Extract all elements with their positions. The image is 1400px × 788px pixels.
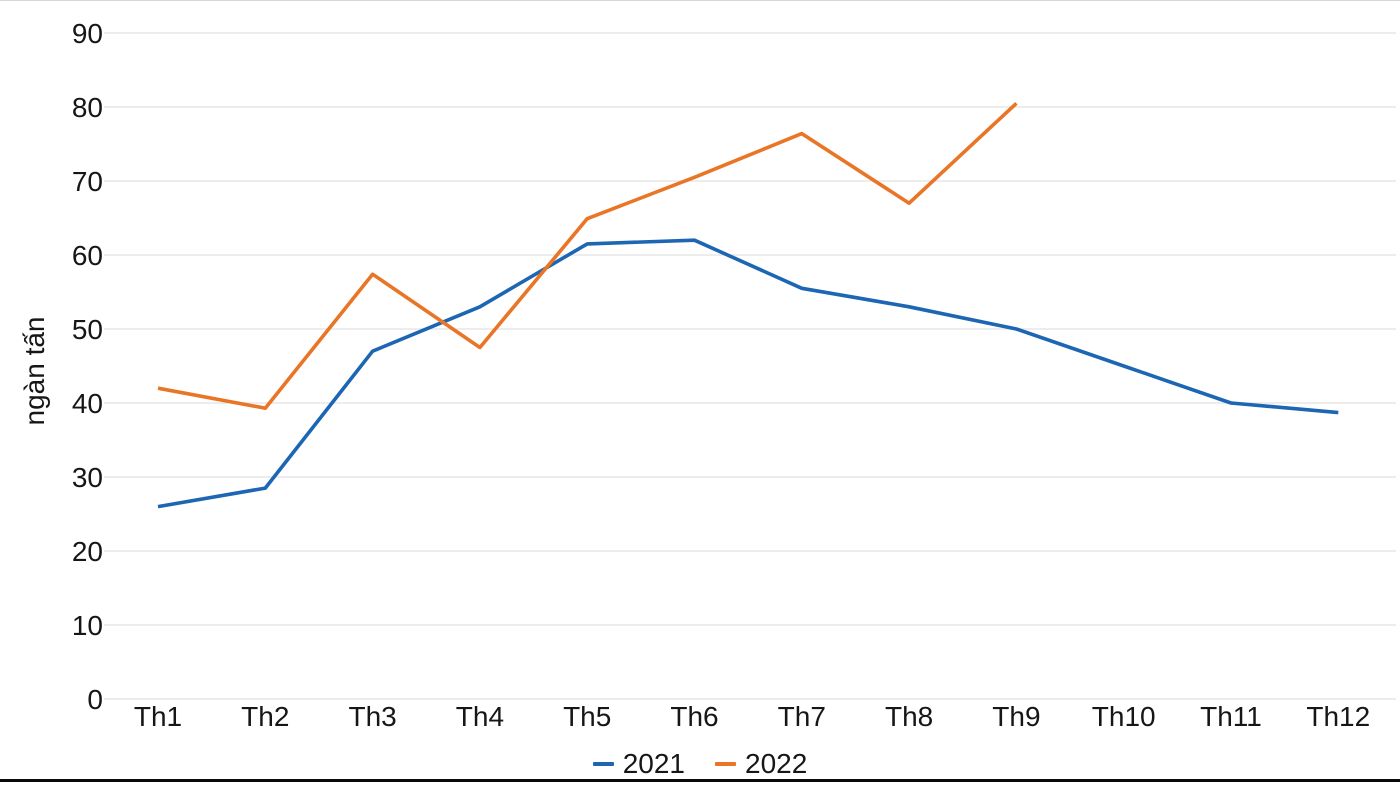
legend-label-2021: 2021 xyxy=(622,748,685,779)
x-tick-Th5: Th5 xyxy=(563,701,611,732)
y-tick-30: 30 xyxy=(72,462,103,493)
chart-legend: 2021 2022 xyxy=(0,747,1400,781)
gridlines xyxy=(104,32,1396,700)
y-tick-10: 10 xyxy=(72,610,103,641)
x-axis-tick-labels: Th1 Th2 Th3 Th4 Th5 Th6 Th7 Th8 Th9 Th10 Th11 Th12 xyxy=(134,701,1370,732)
legend-swatch-2021 xyxy=(592,762,614,766)
x-tick-Th4: Th4 xyxy=(456,701,504,732)
x-tick-Th6: Th6 xyxy=(670,701,718,732)
legend-label-2022: 2022 xyxy=(745,748,808,779)
x-tick-Th11: Th11 xyxy=(1200,701,1262,732)
y-tick-70: 70 xyxy=(72,166,103,197)
y-tick-80: 80 xyxy=(72,92,103,123)
y-tick-20: 20 xyxy=(72,536,103,567)
y-tick-50: 50 xyxy=(72,314,103,345)
y-tick-60: 60 xyxy=(72,240,103,271)
x-tick-Th10: Th10 xyxy=(1092,701,1156,732)
y-axis-tick-labels: 0 10 20 30 40 50 60 70 80 90 xyxy=(72,18,103,715)
x-tick-Th12: Th12 xyxy=(1306,701,1370,732)
x-tick-Th7: Th7 xyxy=(778,701,826,732)
data-series-lines xyxy=(157,101,1339,509)
x-tick-Th8: Th8 xyxy=(885,701,933,732)
series-line-2022 xyxy=(157,101,1018,411)
legend-swatch-2022 xyxy=(715,762,736,766)
legend-item-2021: 2021 xyxy=(592,748,685,779)
y-tick-0: 0 xyxy=(87,684,103,715)
bottom-horizontal-rule xyxy=(0,779,1400,782)
series-line-2021 xyxy=(157,238,1339,509)
x-tick-Th1: Th1 xyxy=(134,701,182,732)
y-tick-90: 90 xyxy=(72,18,103,49)
x-tick-Th3: Th3 xyxy=(348,701,396,732)
x-tick-Th9: Th9 xyxy=(992,701,1040,732)
y-tick-40: 40 xyxy=(72,388,103,419)
x-tick-Th2: Th2 xyxy=(241,701,289,732)
y-axis-title: ngàn tấn xyxy=(19,317,50,426)
legend-item-2022: 2022 xyxy=(715,750,807,778)
